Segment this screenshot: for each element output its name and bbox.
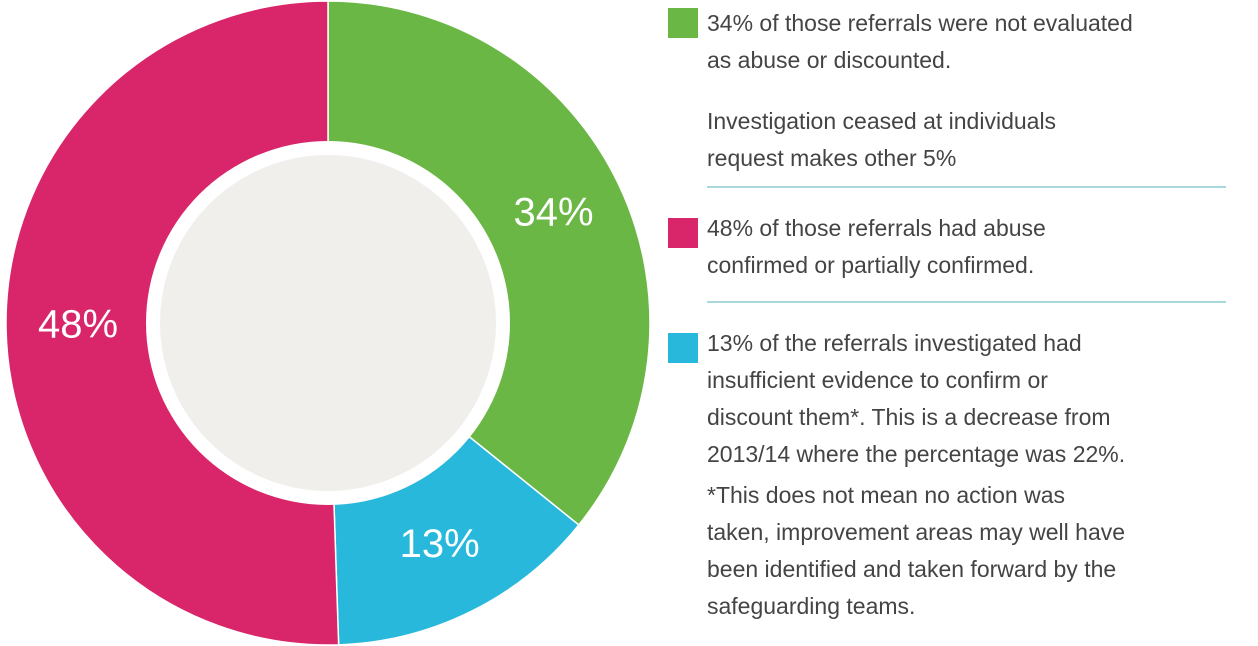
value-label: 13% <box>400 522 480 566</box>
donut-hole <box>160 155 496 491</box>
legend-text: 2013/14 where the percentage was 22%. <box>707 441 1125 467</box>
legend-text: taken, improvement areas may well have <box>707 519 1125 545</box>
legend-text: Investigation ceased at individuals <box>707 108 1056 134</box>
value-label: 34% <box>513 191 593 235</box>
legend-swatch <box>668 218 698 248</box>
legend-text: 13% of the referrals investigated had <box>707 330 1082 356</box>
legend-text: request makes other 5% <box>707 145 956 171</box>
legend-text: insufficient evidence to confirm or <box>707 367 1048 393</box>
legend-text: been identified and taken forward by the <box>707 556 1116 582</box>
legend-text: discount them*. This is a decrease from <box>707 404 1111 430</box>
legend-text: 34% of those referrals were not evaluate… <box>707 10 1133 36</box>
legend-swatch <box>668 8 698 38</box>
value-label: 48% <box>38 303 118 347</box>
legend-text: *This does not mean no action was <box>707 482 1065 508</box>
legend-swatch <box>668 333 698 363</box>
legend-text: confirmed or partially confirmed. <box>707 252 1034 278</box>
legend-text: safeguarding teams. <box>707 593 915 619</box>
legend-text: as abuse or discounted. <box>707 47 951 73</box>
legend-text: 48% of those referrals had abuse <box>707 215 1046 241</box>
